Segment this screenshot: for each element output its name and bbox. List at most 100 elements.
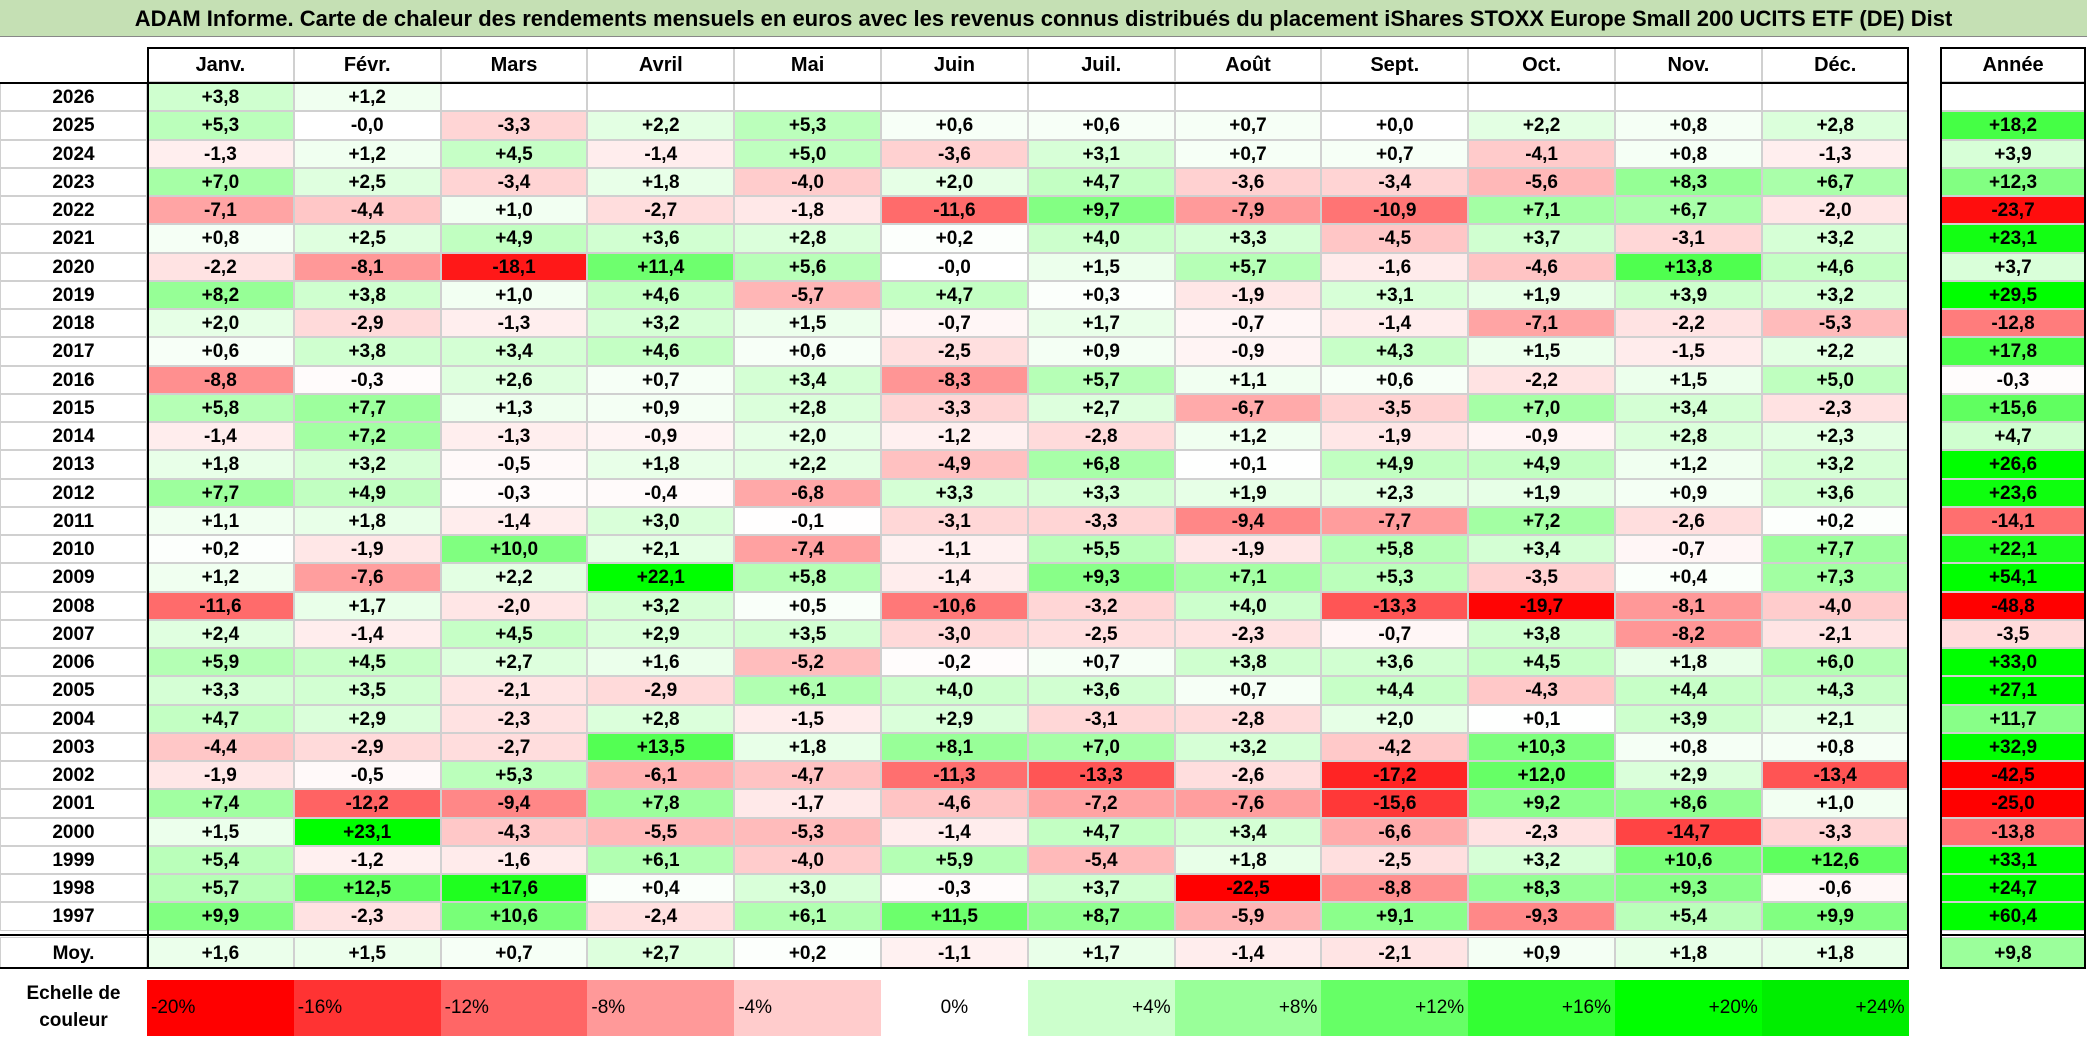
heatmap-cell: +3,8: [1174, 648, 1322, 677]
heatmap-cell: -4,9: [881, 450, 1028, 479]
heatmap-cell: +7,2: [1468, 506, 1615, 535]
heatmap-cell: +3,8: [293, 337, 441, 366]
year-label: 2016: [0, 365, 147, 394]
heatmap-cell: +8,3: [1468, 874, 1615, 903]
heatmap-cell: -1,3: [440, 309, 588, 338]
average-label: Moy.: [0, 937, 147, 968]
heatmap-cell: +7,1: [1174, 563, 1322, 592]
heatmap-cell: -2,2: [147, 252, 294, 281]
heatmap-cell: +7,7: [147, 478, 294, 507]
heatmap-cell: -10,6: [881, 591, 1028, 620]
heatmap-cell: +4,4: [1321, 676, 1469, 705]
heatmap-cell: +1,8: [1174, 845, 1322, 874]
heatmap-cell: +7,0: [1468, 393, 1615, 422]
year-label: 2002: [0, 761, 147, 790]
heatmap-cell: -7,9: [1174, 196, 1322, 225]
heatmap-cell: -2,4: [587, 902, 735, 931]
heatmap-cell: +4,9: [1468, 450, 1615, 479]
heatmap-cell: -8,8: [1321, 874, 1469, 903]
heatmap-cell: +3,5: [734, 619, 881, 648]
heatmap-cell: +5,4: [147, 845, 294, 874]
heatmap-cell: +0,1: [1174, 450, 1322, 479]
heatmap-cell: +17,6: [440, 874, 588, 903]
heatmap-cell: -3,3: [1761, 817, 1909, 846]
year-label: 2023: [0, 167, 147, 196]
year-label: 2019: [0, 280, 147, 309]
heatmap-cell: -11,3: [881, 761, 1028, 790]
heatmap-cell: -3,3: [1027, 506, 1175, 535]
heatmap-cell: +6,1: [734, 676, 881, 705]
heatmap-cell: +6,1: [734, 902, 881, 931]
heatmap-cell: -2,1: [440, 676, 588, 705]
heatmap-cell: -0,0: [293, 111, 441, 140]
heatmap-cell: +12,5: [293, 874, 441, 903]
annual-cell: +4,7: [1940, 422, 2086, 451]
heatmap-cell: +8,3: [1615, 167, 1762, 196]
heatmap-cell: -1,8: [734, 196, 881, 225]
average-cell: +1,6: [147, 937, 294, 968]
heatmap-cell: +4,7: [147, 704, 294, 733]
heatmap-cell: +4,6: [1761, 252, 1909, 281]
annual-cell: +26,6: [1940, 450, 2086, 479]
heatmap-cell: +6,7: [1761, 167, 1909, 196]
heatmap-cell: +0,1: [1468, 704, 1615, 733]
heatmap-cell: +12,0: [1468, 761, 1615, 790]
year-label: 2011: [0, 506, 147, 535]
heatmap-cell: +3,2: [293, 450, 441, 479]
heatmap-cell: +4,3: [1761, 676, 1909, 705]
heatmap-cell: +6,1: [587, 845, 735, 874]
heatmap-cell: +7,3: [1761, 563, 1909, 592]
annual-cell: +22,1: [1940, 535, 2086, 564]
heatmap-cell: -3,5: [1468, 563, 1615, 592]
year-label: 2013: [0, 450, 147, 479]
month-header: Mai: [734, 47, 881, 82]
heatmap-cell: -2,9: [293, 309, 441, 338]
year-label: 2025: [0, 111, 147, 140]
heatmap-cell: +1,5: [1027, 252, 1175, 281]
heatmap-cell: +1,8: [587, 167, 735, 196]
annual-cell: +60,4: [1940, 902, 2086, 931]
month-header: Juin: [881, 47, 1028, 82]
heatmap-cell: +4,9: [1321, 450, 1469, 479]
heatmap-cell: +7,0: [147, 167, 294, 196]
heatmap-cell: +1,1: [147, 506, 294, 535]
heatmap-cell: +3,4: [440, 337, 588, 366]
heatmap-cell: +7,0: [1027, 732, 1175, 761]
heatmap-cell: -1,4: [881, 563, 1028, 592]
heatmap-cell: +0,9: [1027, 337, 1175, 366]
heatmap-cell: +3,3: [147, 676, 294, 705]
heatmap-cell: +8,1: [881, 732, 1028, 761]
annual-cell: +17,8: [1940, 337, 2086, 366]
heatmap-cell: +9,2: [1468, 789, 1615, 818]
heatmap-cell: -2,2: [1615, 309, 1762, 338]
heatmap-cell: +3,6: [1027, 676, 1175, 705]
annual-cell: -42,5: [1940, 761, 2086, 790]
heatmap-cell: +2,8: [734, 393, 881, 422]
table-border: [1940, 934, 2086, 936]
table-border: [0, 967, 1909, 969]
heatmap-cell: +0,8: [147, 224, 294, 253]
heatmap-cell: +0,2: [881, 224, 1028, 253]
heatmap-cell: -5,4: [1027, 845, 1175, 874]
table-border: [147, 82, 1909, 84]
heatmap-cell: -6,7: [1174, 393, 1322, 422]
heatmap-cell: +2,5: [293, 224, 441, 253]
month-header: Sept.: [1321, 47, 1469, 82]
annual-cell: -48,8: [1940, 591, 2086, 620]
heatmap-cell: +2,5: [293, 167, 441, 196]
table-border: [147, 47, 149, 968]
heatmap-cell: +0,7: [1174, 139, 1322, 168]
heatmap-cell: -4,7: [734, 761, 881, 790]
heatmap-cell: -0,5: [293, 761, 441, 790]
heatmap-cell: +3,8: [147, 83, 294, 112]
color-scale-stop: -8%: [587, 980, 735, 1036]
average-cell: +1,8: [1615, 937, 1762, 968]
heatmap-cell: +3,7: [1027, 874, 1175, 903]
heatmap-cell: -0,9: [1174, 337, 1322, 366]
heatmap-cell: +6,7: [1615, 196, 1762, 225]
heatmap-cell: +0,9: [1615, 478, 1762, 507]
heatmap-cell: +0,5: [734, 591, 881, 620]
heatmap-cell: -2,5: [1321, 845, 1469, 874]
heatmap-cell: -2,6: [1615, 506, 1762, 535]
year-label: 2024: [0, 139, 147, 168]
